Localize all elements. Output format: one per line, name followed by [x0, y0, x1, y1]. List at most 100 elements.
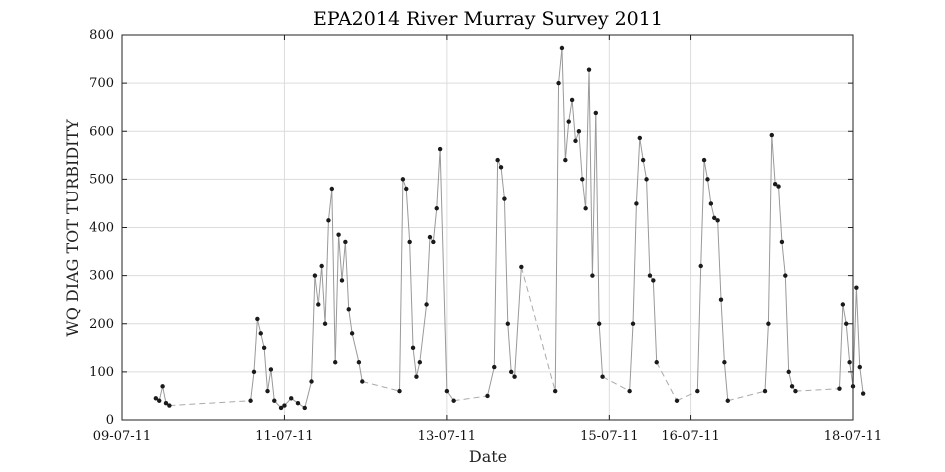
data-point	[708, 201, 714, 206]
series-segment	[578, 131, 583, 180]
data-point	[718, 297, 724, 302]
data-point	[725, 398, 730, 403]
data-point	[495, 157, 500, 163]
data-point	[640, 157, 646, 163]
data-point	[634, 201, 639, 206]
data-point	[339, 278, 345, 283]
data-point	[356, 360, 362, 365]
data-point	[776, 184, 781, 189]
y-tick-label: 0	[106, 413, 114, 428]
series-segment	[256, 318, 262, 334]
series-segment	[588, 69, 593, 276]
data-point	[762, 388, 768, 394]
series-segment	[564, 121, 570, 161]
series-segment	[703, 160, 708, 180]
data-point	[312, 273, 318, 278]
data-point	[593, 110, 598, 116]
data-point	[163, 400, 169, 406]
series-segment	[788, 371, 793, 387]
data-point	[701, 157, 707, 163]
series-segment	[855, 287, 861, 368]
data-point	[647, 273, 653, 278]
series-segment	[696, 265, 702, 392]
data-point	[695, 388, 700, 394]
data-point	[407, 239, 412, 245]
series-segment	[520, 266, 556, 392]
data-point	[349, 331, 355, 336]
series-segment	[348, 309, 353, 334]
series-segment	[503, 198, 509, 324]
data-point	[789, 384, 795, 389]
data-point	[295, 400, 301, 406]
data-point	[583, 206, 588, 211]
x-tick-label: 16-07-11	[661, 429, 719, 444]
series-segment	[852, 287, 857, 387]
series-segment	[706, 179, 712, 204]
data-point	[844, 321, 849, 326]
series-segment	[710, 203, 715, 218]
data-point	[854, 285, 859, 290]
series-segment	[344, 241, 350, 310]
series-segment	[338, 234, 343, 281]
series-segment	[317, 265, 323, 305]
data-point	[722, 360, 727, 365]
series-segment	[859, 366, 864, 394]
series-segment	[723, 362, 729, 401]
series-segment	[260, 333, 265, 348]
data-series	[153, 45, 866, 411]
series-segment	[507, 323, 512, 372]
series-segment	[419, 304, 428, 363]
data-point	[437, 146, 443, 152]
series-segment	[334, 234, 340, 363]
data-point	[431, 239, 436, 245]
data-point	[309, 379, 314, 384]
x-tick-label: 15-07-11	[580, 429, 638, 444]
data-point	[302, 405, 307, 411]
data-point	[627, 388, 632, 394]
series-segment	[158, 386, 164, 401]
series-segment	[646, 179, 651, 276]
series-segment	[304, 381, 313, 409]
data-point	[261, 345, 267, 351]
data-point	[772, 181, 778, 187]
series-segment	[784, 275, 790, 372]
data-point	[569, 97, 575, 103]
data-point	[674, 398, 680, 403]
y-tick-label: 400	[89, 221, 114, 236]
series-segment	[585, 69, 590, 209]
data-point	[153, 396, 159, 401]
series-segment	[436, 149, 441, 209]
data-point	[512, 374, 517, 379]
data-point	[451, 398, 456, 403]
y-tick-label: 100	[89, 365, 114, 380]
data-point	[769, 132, 774, 138]
series-segment	[439, 149, 448, 392]
y-tick-label: 700	[89, 76, 114, 91]
data-point	[167, 403, 172, 408]
series-segment	[487, 366, 495, 397]
data-point	[258, 331, 263, 336]
data-point	[654, 360, 659, 365]
axis-ticks: 0 100 200 300 400 500 600 700 800 09-07-11 11-07-1…	[89, 28, 882, 444]
data-point	[404, 186, 409, 192]
data-point	[566, 119, 571, 124]
chart-title: EPA2014 River Murray Survey 2011	[313, 8, 663, 30]
data-point	[268, 367, 274, 372]
data-point	[576, 129, 582, 134]
data-point	[157, 398, 162, 403]
y-tick-label: 200	[89, 317, 114, 332]
series-segment	[838, 304, 844, 389]
series-segment	[324, 220, 329, 324]
data-point	[766, 321, 771, 326]
series-segment	[632, 203, 637, 324]
series-segment	[778, 186, 783, 242]
data-point	[705, 177, 710, 182]
data-point	[586, 67, 592, 72]
series-segment	[358, 362, 363, 382]
series-segment	[412, 347, 417, 377]
data-point	[417, 360, 423, 365]
series-segment	[568, 99, 573, 122]
x-tick-label: 11-07-11	[255, 429, 313, 444]
grid-lines	[121, 34, 854, 421]
